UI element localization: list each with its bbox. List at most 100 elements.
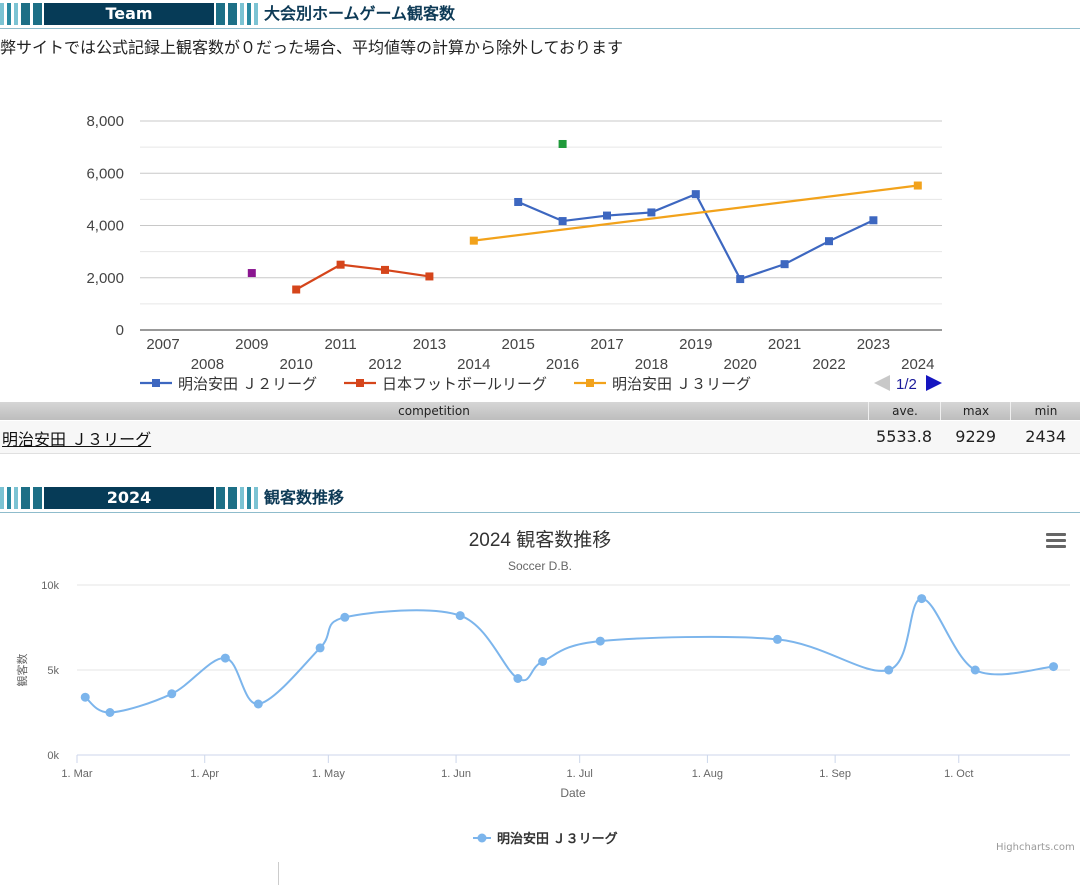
- x-tick-label: 2009: [235, 336, 268, 353]
- series-line: [473, 184, 918, 242]
- x-tick-label: 2008: [191, 356, 224, 373]
- data-point[interactable]: [336, 260, 345, 269]
- legend-item[interactable]: 明治安田 Ｊ２リーグ: [140, 376, 317, 393]
- chart2-legend-item[interactable]: 明治安田 Ｊ３リーグ: [473, 831, 618, 846]
- x-tick-label: 2016: [546, 356, 579, 373]
- min-value: 2434: [1025, 427, 1066, 446]
- data-point[interactable]: [913, 181, 922, 190]
- data-point[interactable]: [780, 260, 789, 269]
- y-tick-label: 8,000: [86, 113, 124, 130]
- legend-label: 明治安田 Ｊ２リーグ: [178, 376, 317, 393]
- y-tick-label: 0k: [47, 750, 59, 762]
- data-point[interactable]: [513, 674, 523, 683]
- ave-value: 5533.8: [876, 427, 932, 446]
- section-title-attendance-by-competition: 大会別ホームゲーム観客数: [264, 4, 456, 23]
- x-tick-label: 2022: [812, 356, 845, 373]
- x-tick-label: 2010: [280, 356, 313, 373]
- competition-link[interactable]: 明治安田 Ｊ３リーグ: [2, 430, 152, 449]
- x-tick-label: 2021: [768, 336, 801, 353]
- data-point[interactable]: [315, 643, 325, 653]
- series-line: [295, 263, 430, 291]
- data-point[interactable]: [455, 611, 465, 621]
- x-tick-label: 2013: [413, 336, 446, 353]
- table-row: 明治安田 Ｊ３リーグ 5533.8 9229 2434: [0, 421, 1080, 454]
- x-tick-label: 2007: [146, 336, 179, 353]
- data-point[interactable]: [340, 612, 350, 622]
- series-line: [517, 192, 874, 281]
- section-header-team: Team 大会別ホームゲーム観客数: [0, 0, 1080, 29]
- x-tick-label: 1. Aug: [692, 768, 723, 780]
- col-competition[interactable]: competition: [398, 404, 470, 418]
- x-tick-label: 2012: [368, 356, 401, 373]
- data-point[interactable]: [220, 653, 230, 663]
- data-point[interactable]: [167, 689, 177, 699]
- section-header-2024: 2024 観客数推移: [0, 484, 1080, 513]
- max-value: 9229: [955, 427, 996, 446]
- data-point[interactable]: [884, 665, 894, 675]
- header-stripes-right: [216, 487, 258, 509]
- legend-item[interactable]: 明治安田 Ｊ３リーグ: [574, 376, 751, 393]
- data-point[interactable]: [514, 197, 523, 206]
- x-tick-label: 2020: [724, 356, 757, 373]
- y-tick-label: 5k: [47, 665, 59, 677]
- y-tick-label: 10k: [41, 580, 59, 592]
- data-point[interactable]: [292, 285, 301, 294]
- y-tick-label: 2,000: [86, 270, 124, 287]
- data-point[interactable]: [80, 692, 90, 702]
- col-max[interactable]: max: [940, 402, 1011, 420]
- data-point[interactable]: [825, 237, 833, 246]
- x-tick-label: 1. Apr: [190, 768, 219, 780]
- pager-prev-icon[interactable]: [874, 375, 890, 391]
- divider: [278, 862, 279, 885]
- data-point[interactable]: [381, 265, 389, 274]
- data-point[interactable]: [247, 269, 256, 278]
- section-pill-year: 2024: [44, 487, 214, 509]
- data-point[interactable]: [603, 211, 611, 220]
- data-point[interactable]: [691, 190, 700, 199]
- exclusion-note: 弊サイトでは公式記録上観客数が０だった場合、平均値等の計算から除外しております: [0, 38, 624, 57]
- chart2-title: 2024 観客数推移: [469, 529, 612, 551]
- section-title-attendance-trend: 観客数推移: [264, 488, 345, 507]
- x-tick-label: 1. Jun: [441, 768, 471, 780]
- data-point[interactable]: [970, 665, 980, 675]
- chart2-subtitle: Soccer D.B.: [508, 559, 572, 573]
- x-tick-label: 2011: [324, 336, 356, 353]
- y-tick-label: 0: [116, 322, 124, 339]
- legend-label: 日本フットボールリーグ: [382, 376, 547, 393]
- data-point[interactable]: [595, 636, 605, 646]
- data-point[interactable]: [425, 272, 434, 281]
- pager-next-icon[interactable]: [926, 375, 942, 391]
- highcharts-credit[interactable]: Highcharts.com: [996, 842, 1075, 853]
- x-tick-label: 2018: [635, 356, 668, 373]
- data-point[interactable]: [253, 699, 263, 709]
- x-tick-label: 1. Oct: [944, 768, 973, 780]
- chart2-x-axis-title: Date: [560, 786, 586, 800]
- data-point[interactable]: [1049, 662, 1059, 672]
- data-point[interactable]: [105, 708, 115, 717]
- data-point[interactable]: [772, 634, 782, 644]
- y-tick-label: 6,000: [86, 165, 124, 182]
- x-tick-label: 2015: [502, 336, 535, 353]
- data-point[interactable]: [647, 208, 656, 217]
- legend-label: 明治安田 Ｊ３リーグ: [612, 376, 751, 393]
- data-point[interactable]: [538, 657, 548, 666]
- data-point[interactable]: [469, 236, 478, 245]
- section-pill-team: Team: [44, 3, 214, 25]
- data-point[interactable]: [558, 217, 567, 226]
- legend-pager[interactable]: 1/2: [874, 375, 942, 393]
- y-tick-label: 4,000: [86, 218, 124, 235]
- chart2-legend-label: 明治安田 Ｊ３リーグ: [497, 831, 618, 846]
- data-point[interactable]: [917, 594, 927, 604]
- competition-table-header: competition ave. max min: [0, 402, 1080, 420]
- attendance-trend-2024-chart: 2024 観客数推移 Soccer D.B. 0k 5k 10k 1. Mar 1. …: [15, 529, 1070, 846]
- pager-label: 1/2: [896, 376, 917, 393]
- data-point[interactable]: [558, 139, 567, 148]
- chart-menu-icon[interactable]: [1046, 533, 1066, 551]
- data-point[interactable]: [869, 216, 878, 225]
- header-stripes: [0, 3, 42, 25]
- col-ave[interactable]: ave.: [868, 402, 941, 420]
- data-point[interactable]: [736, 275, 745, 284]
- x-tick-label: 2019: [679, 336, 712, 353]
- legend-item[interactable]: 日本フットボールリーグ: [344, 376, 547, 393]
- col-min[interactable]: min: [1010, 402, 1080, 420]
